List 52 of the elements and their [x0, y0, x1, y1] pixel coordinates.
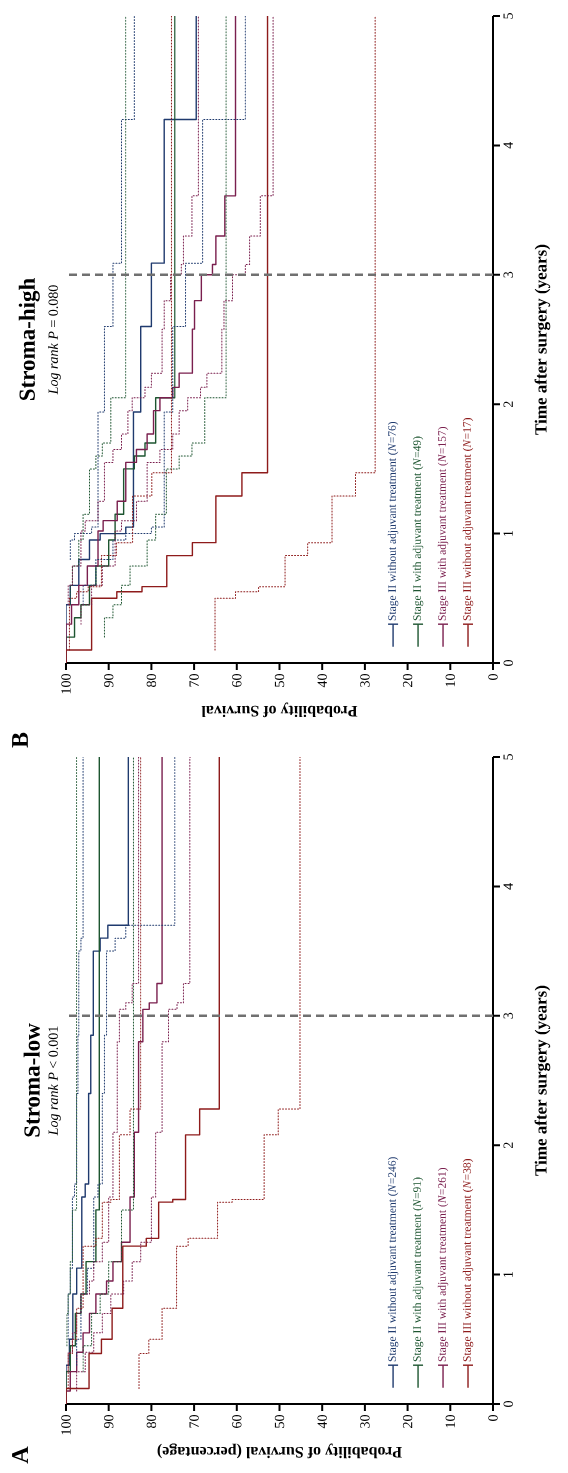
- y-tick-label: 1: [503, 1271, 513, 1277]
- x-axis-title: Probability of Survival: [201, 702, 358, 718]
- text: Stage III without adjuvant treatment (N=38): [462, 1159, 474, 1362]
- text: Log rank P = 0.080: [48, 285, 61, 395]
- x-tick-label: 0: [488, 674, 498, 680]
- x-tick-label: 30: [360, 674, 370, 687]
- x-tick-label: 70: [189, 674, 199, 687]
- text: Stroma-high: [18, 278, 40, 401]
- text: B: [12, 732, 28, 748]
- text: A: [12, 1446, 28, 1464]
- y-tick-label: 4: [503, 883, 513, 890]
- x-tick-label: 80: [146, 674, 157, 687]
- y-tick-label: 5: [503, 13, 513, 19]
- x-tick-label: 0: [488, 1415, 498, 1421]
- x-tick-label: 10: [445, 674, 456, 687]
- y-tick-label: 1: [503, 530, 513, 536]
- y-tick-label: 4: [503, 142, 513, 149]
- y-axis-title: Time after surgery (years): [534, 244, 551, 435]
- text: Stage II with adjuvant treatment (N=49): [412, 436, 424, 621]
- x-tick-label: 50: [274, 1415, 285, 1428]
- y-tick-label: 2: [503, 401, 513, 408]
- text: Stage II without adjuvant treatment (N=246): [387, 1157, 399, 1362]
- x-tick-label: 20: [402, 674, 413, 687]
- y-tick-label: 3: [503, 271, 513, 278]
- text: Log rank P < 0.001: [48, 1026, 61, 1136]
- y-tick-label: 5: [503, 754, 513, 760]
- x-tick-label: 30: [360, 1415, 370, 1428]
- text: Stroma-low: [23, 1023, 40, 1137]
- y-tick-label: 2: [503, 1142, 513, 1149]
- x-tick-label: 100: [61, 674, 71, 694]
- text: Stage III with adjuvant treatment (N=157): [437, 427, 449, 621]
- text: Stage II with adjuvant treatment (N=91): [412, 1177, 424, 1362]
- x-tick-label: 100: [61, 1415, 71, 1435]
- y-tick-label: 0: [503, 660, 513, 666]
- y-tick-label: 3: [503, 1012, 513, 1019]
- y-axis-title: Time after surgery (years): [534, 985, 551, 1176]
- x-tick-label: 70: [189, 1415, 199, 1428]
- x-tick-label: 60: [232, 1415, 242, 1428]
- x-tick-label: 40: [317, 1415, 327, 1429]
- x-tick-label: 90: [103, 1415, 114, 1429]
- x-tick-label: 20: [402, 1415, 413, 1428]
- x-tick-label: 50: [274, 674, 285, 687]
- text: Stage III without adjuvant treatment (N=17): [462, 418, 474, 621]
- text: Stage III with adjuvant treatment (N=261): [437, 1168, 449, 1362]
- x-tick-label: 40: [317, 674, 327, 688]
- x-tick-label: 10: [445, 1415, 456, 1428]
- text: Stage II without adjuvant treatment (N=76): [387, 421, 399, 621]
- x-tick-label: 90: [103, 674, 114, 688]
- x-axis-title: Probability of Survival (percentage): [157, 1443, 402, 1459]
- y-tick-label: 0: [503, 1401, 513, 1407]
- x-tick-label: 80: [146, 1415, 157, 1428]
- x-tick-label: 60: [232, 674, 242, 687]
